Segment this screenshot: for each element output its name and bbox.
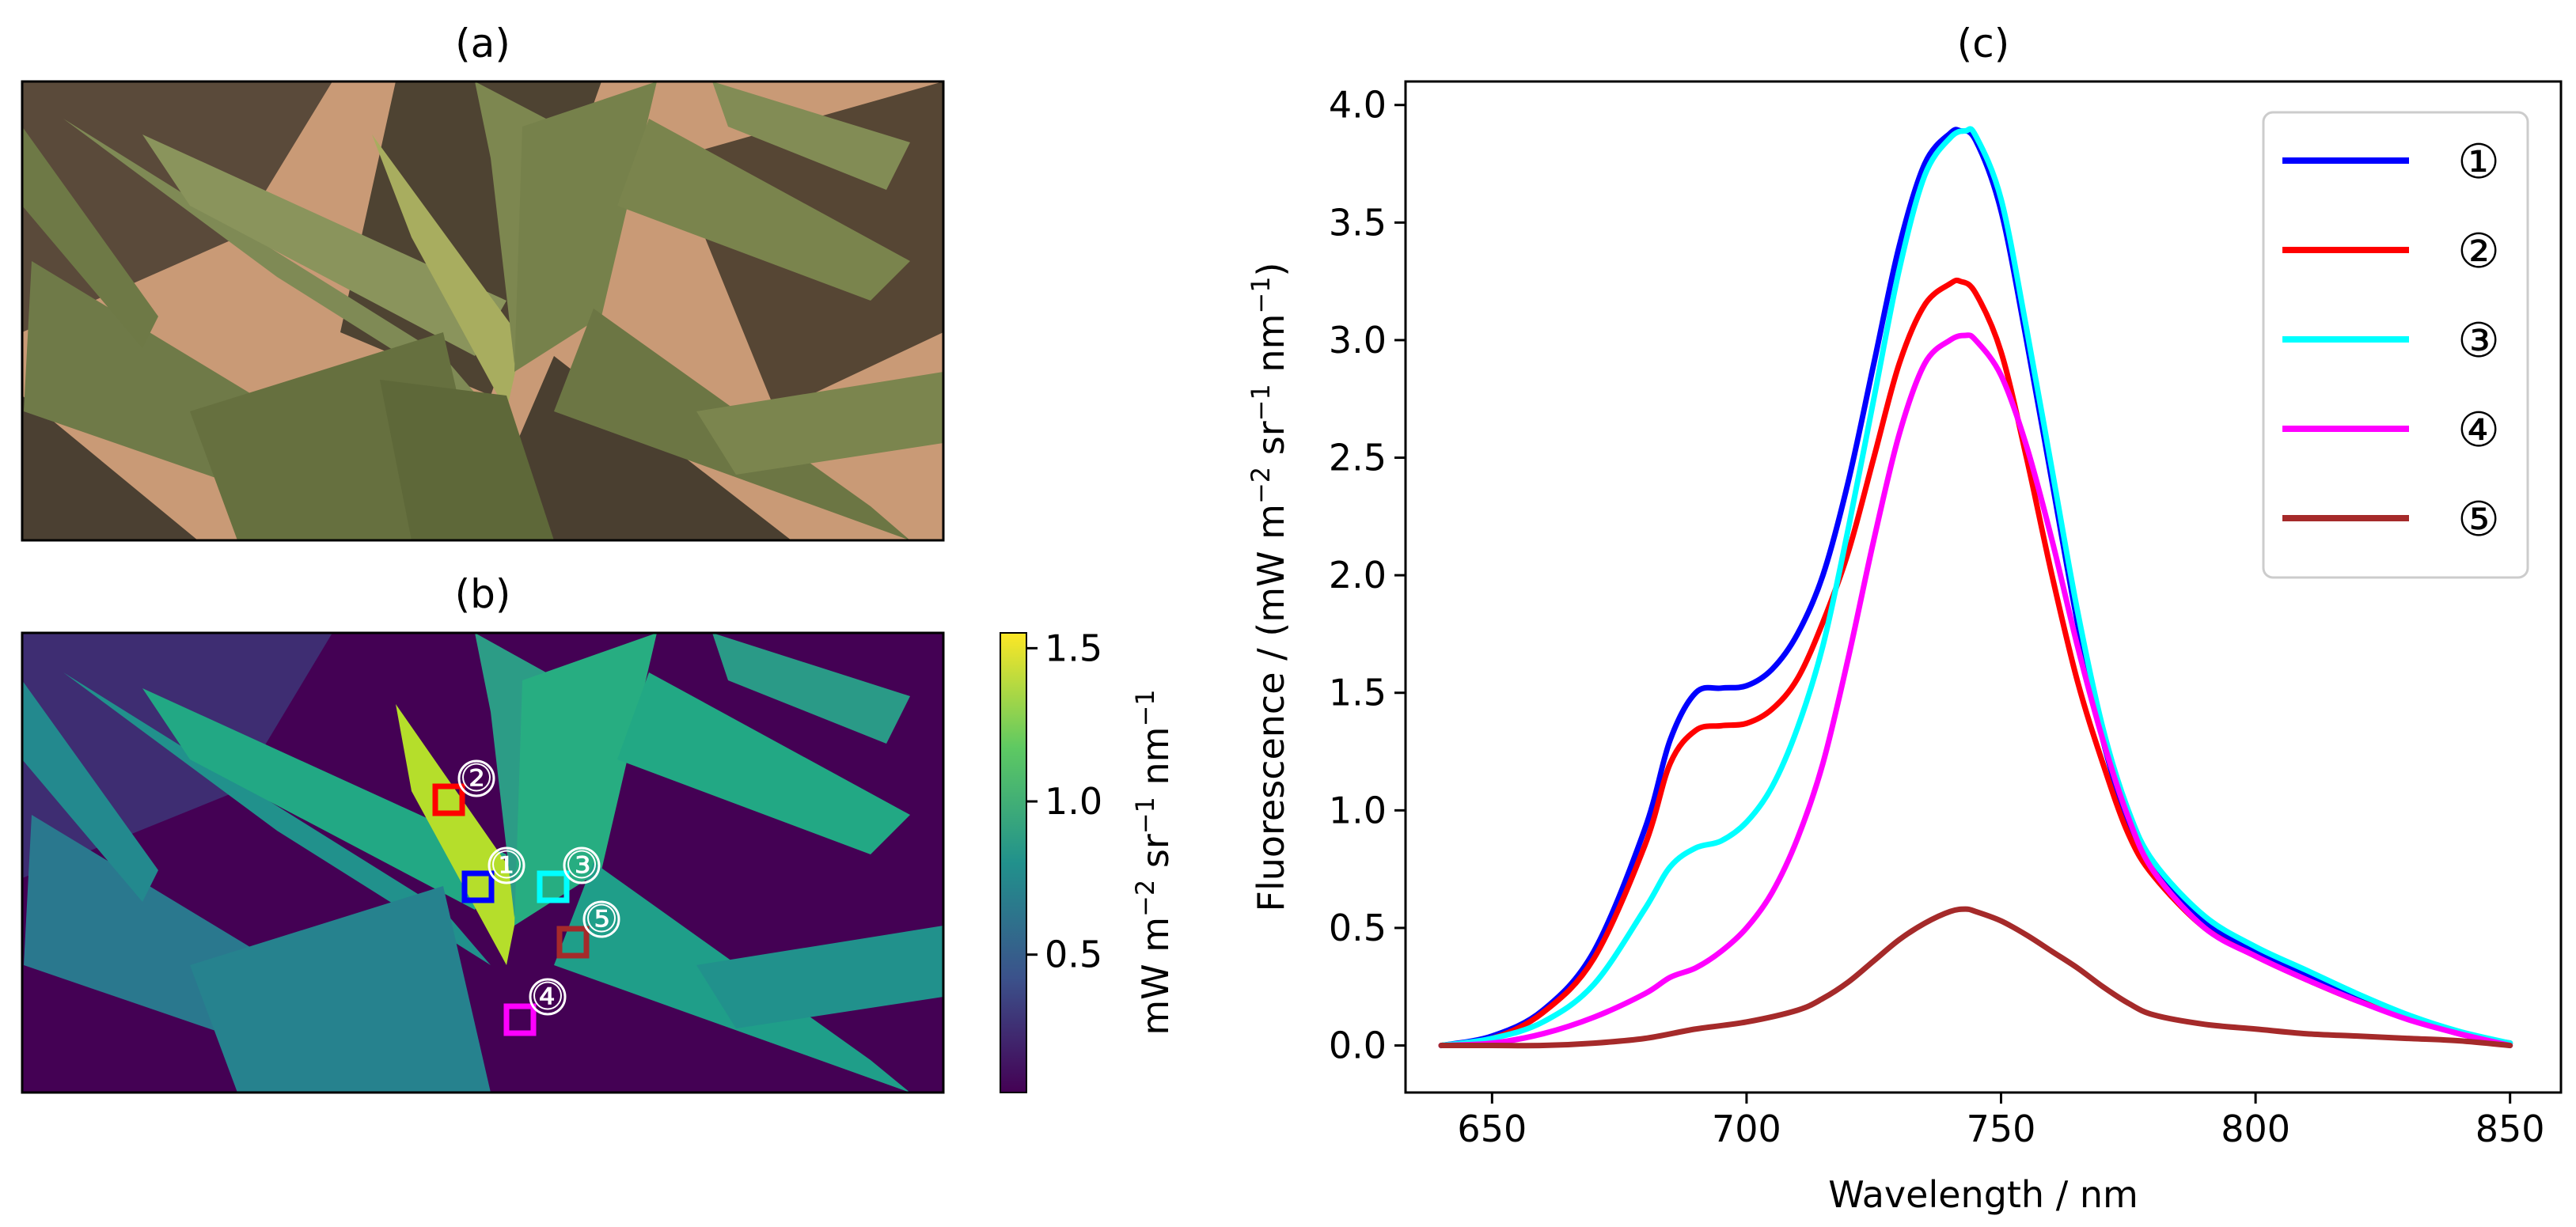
legend-label-1: ①	[2457, 134, 2500, 190]
series-line-5	[1438, 906, 2513, 1049]
y-tick-label: 0.5	[1329, 907, 1387, 949]
colorbar-tick-label: 1.0	[1045, 780, 1102, 823]
y-tick-label: 1.0	[1329, 789, 1387, 831]
y-tick-label: 3.5	[1329, 201, 1387, 244]
region-marker-2-label: ②	[459, 756, 493, 801]
x-tick-label: 700	[1712, 1108, 1781, 1150]
legend-label-2: ②	[2457, 224, 2500, 279]
colorbar-label: mW m−2 sr−1 nm−1	[1130, 689, 1177, 1035]
panel-a-image	[22, 81, 943, 540]
chart-title: (c)	[1957, 21, 2010, 66]
legend-label-4: ④	[2457, 403, 2500, 458]
legend-items: ① ② ③ ④ ⑤	[2282, 134, 2500, 547]
panel-b-image	[22, 633, 943, 1093]
legend: ① ② ③ ④ ⑤	[2262, 111, 2529, 579]
chart-lines	[1438, 126, 2513, 1049]
x-tick-label: 850	[2475, 1108, 2545, 1150]
region-marker-1: ①	[461, 843, 525, 903]
region-marker-4-label: ④	[530, 975, 564, 1019]
y-tick-label: 2.0	[1329, 554, 1387, 596]
panel-b-frame	[21, 631, 945, 1094]
colorbar-tick-label: 0.5	[1045, 934, 1102, 976]
series-line-4	[1438, 332, 2513, 1049]
chart-frame	[1404, 80, 2563, 1094]
y-tick-label: 1.5	[1329, 672, 1387, 714]
region-marker-4: ④	[503, 975, 567, 1036]
series-line-3	[1438, 126, 2513, 1049]
panel-a-title: (a)	[455, 21, 510, 66]
legend-label-3: ③	[2457, 313, 2500, 369]
region-marker-3-label: ③	[564, 843, 598, 888]
region-marker-3: ③	[537, 843, 601, 903]
panel-a-frame	[21, 80, 945, 542]
x-tick-label: 650	[1457, 1108, 1527, 1150]
region-marker-1-label: ①	[489, 843, 523, 888]
y-axis: 0.0 0.5 1.0 1.5 2.0 2.5 3.0 3.5 4.0	[1329, 84, 1406, 1067]
region-marker-5: ⑤	[556, 897, 620, 959]
panel-b-title: (b)	[455, 571, 511, 617]
legend-box	[2262, 111, 2529, 579]
y-tick-label: 3.0	[1329, 319, 1387, 362]
x-tick-label: 750	[1967, 1108, 2036, 1150]
colorbar-ticks: 0.5 1.0 1.5	[1026, 627, 1102, 976]
x-axis-label: Wavelength / nm	[1828, 1173, 2138, 1216]
region-marker-5-label: ⑤	[584, 897, 618, 941]
legend-label-5: ⑤	[2457, 492, 2500, 547]
x-tick-label: 800	[2221, 1108, 2290, 1150]
y-tick-label: 4.0	[1329, 84, 1387, 127]
y-tick-label: 0.0	[1329, 1024, 1387, 1067]
y-axis-label: Fluorescence / (mW m−2 sr−1 nm−1)	[1246, 262, 1292, 911]
y-tick-label: 2.5	[1329, 437, 1387, 479]
colorbar	[1000, 632, 1027, 1093]
series-line-1	[1438, 127, 2513, 1049]
colorbar-tick-label: 1.5	[1045, 627, 1102, 669]
region-marker-2: ②	[432, 756, 495, 816]
x-axis: 650 700 750 800 850	[1457, 1093, 2545, 1150]
